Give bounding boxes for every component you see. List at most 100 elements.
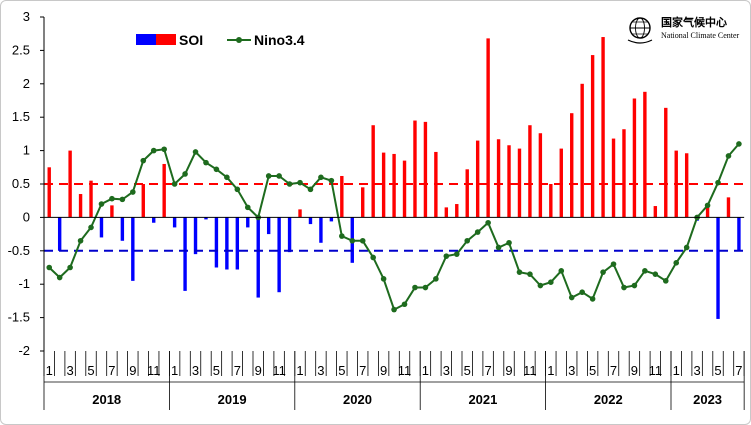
nino34-point: [704, 202, 711, 209]
x-month-label: 1: [296, 363, 303, 378]
soi-bar: [162, 163, 166, 218]
x-month-label: 11: [398, 363, 412, 378]
soi-bar: [340, 175, 344, 218]
nino34-point: [558, 268, 565, 274]
x-month-label: 1: [673, 363, 680, 378]
x-month-label: 5: [714, 363, 721, 378]
nino34-point: [401, 301, 408, 308]
soi-bar: [570, 113, 574, 218]
nino34-point: [621, 284, 627, 291]
nino34-point: [589, 296, 596, 302]
nino34-point: [349, 237, 356, 244]
soi-bar: [225, 217, 229, 270]
nino34-point: [474, 229, 481, 235]
soi-bar: [204, 217, 208, 220]
nino34-point: [109, 195, 115, 202]
ncc-logo: 国家气候中心 National Climate Center: [627, 15, 740, 44]
y-tick-label: 0: [23, 209, 30, 224]
nino34-point: [610, 261, 617, 267]
soi-bar: [99, 217, 104, 238]
nino34-point: [422, 284, 429, 291]
x-month-label: 5: [464, 363, 471, 378]
x-month-label: 3: [317, 363, 324, 378]
legend-soi-label: SOI: [179, 32, 203, 48]
soi-bar: [549, 184, 553, 218]
nino34-point: [182, 171, 188, 177]
soi-bar: [486, 38, 490, 218]
x-month-label: 7: [359, 363, 366, 378]
nino34-point: [537, 282, 544, 289]
x-year-label: 2023: [693, 392, 722, 407]
x-month-label: 9: [631, 363, 638, 378]
y-tick-label: 2: [23, 76, 30, 91]
logo-name-en: National Climate Center: [661, 31, 740, 40]
y-tick-label: -2: [18, 343, 30, 358]
soi-bar: [455, 204, 459, 218]
nino34-point: [307, 186, 314, 193]
x-year-label: 2020: [343, 392, 372, 407]
nino34-point: [642, 268, 648, 274]
nino34-point: [192, 149, 199, 155]
x-year-label: 2022: [594, 392, 623, 407]
soi-bar: [684, 153, 689, 218]
nino34-point: [224, 174, 230, 181]
soi-bar: [57, 217, 62, 251]
soi-bar: [538, 133, 543, 218]
nino34-point: [725, 153, 732, 159]
x-month-label: 7: [735, 363, 742, 378]
nino34-point: [443, 253, 450, 259]
soi-bar: [475, 140, 480, 218]
nino34-point: [46, 264, 53, 271]
soi-bar: [590, 55, 595, 218]
nino34-point: [140, 157, 147, 164]
nino34-point: [161, 146, 167, 153]
soi-bar: [465, 169, 469, 218]
soi-bar: [214, 217, 219, 268]
legend-nino-label: Nino3.4: [254, 32, 305, 48]
nino34-point: [213, 166, 220, 173]
soi-bar: [664, 107, 668, 218]
x-month-label: 11: [523, 363, 537, 378]
x-month-label: 9: [129, 363, 136, 378]
nino34-point: [88, 224, 94, 231]
y-tick-label: 2.5: [12, 42, 30, 57]
x-month-label: 3: [192, 363, 199, 378]
nino34-point: [244, 204, 251, 211]
soi-bar: [141, 184, 145, 218]
nino34-point: [98, 201, 105, 207]
nino34-point: [234, 186, 241, 193]
legend-soi-swatch-negative: [136, 34, 156, 45]
x-month-label: 7: [234, 363, 241, 378]
legend-nino-marker: [236, 37, 242, 43]
nino34-point: [662, 278, 669, 284]
nino34-point: [506, 239, 512, 246]
logo-name-cn: 国家气候中心: [661, 15, 727, 29]
nino34-point: [631, 282, 638, 289]
y-tick-label: 1: [23, 143, 30, 158]
soi-bar: [528, 125, 532, 218]
soi-bar: [496, 139, 501, 218]
nino34-point: [318, 174, 324, 181]
soi-bar: [559, 148, 563, 218]
x-month-label: 3: [568, 363, 575, 378]
soi-bar: [193, 217, 198, 255]
nino34-point: [600, 269, 606, 275]
wmo-globe-icon: [627, 17, 653, 44]
nino34-point: [359, 237, 366, 244]
y-tick-label: -0.5: [8, 243, 30, 258]
soi-bar: [643, 91, 647, 218]
nino34-point: [736, 141, 742, 147]
x-month-label: 3: [694, 363, 701, 378]
x-month-label: 3: [67, 363, 74, 378]
soi-bar: [361, 187, 365, 218]
nino34-point: [433, 276, 439, 282]
soi-bar: [653, 206, 658, 218]
soi-bar: [183, 217, 187, 291]
soi-bar: [601, 37, 605, 218]
nino34-point: [339, 233, 345, 239]
x-year-label: 2019: [218, 392, 247, 407]
x-year-label: 2018: [92, 392, 121, 407]
soi-bar: [120, 217, 125, 241]
soi-bar: [152, 217, 156, 223]
soi-bar: [611, 138, 616, 218]
